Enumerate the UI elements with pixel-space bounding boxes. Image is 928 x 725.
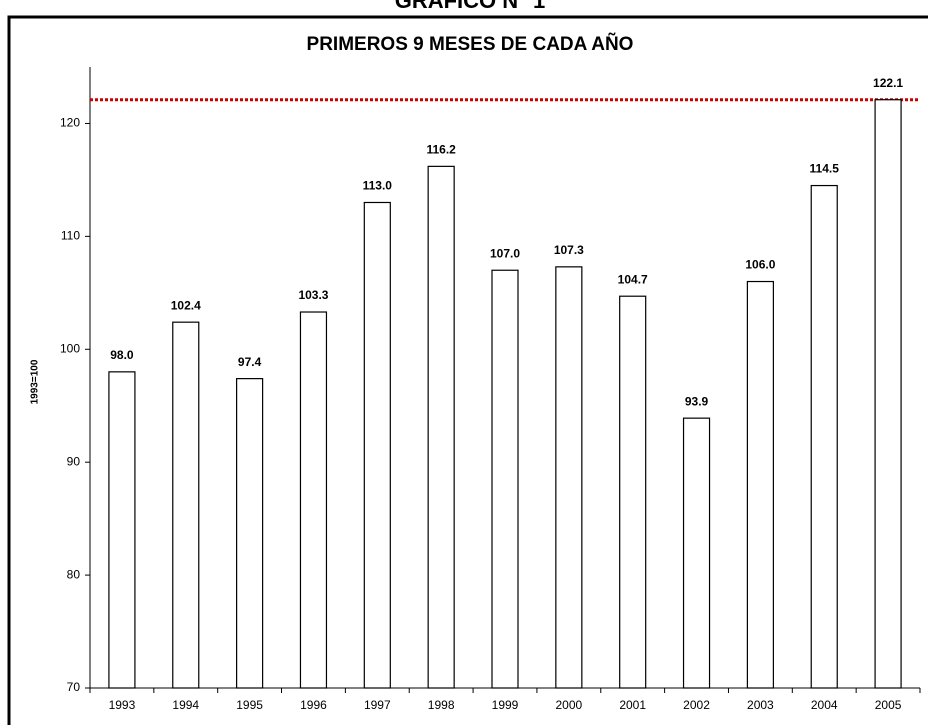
bar	[619, 295, 647, 689]
x-tick-label: 1994	[172, 698, 199, 712]
value-label: 102.4	[171, 298, 201, 312]
x-tick-label: 2005	[875, 698, 902, 712]
bar	[172, 321, 200, 689]
bar	[299, 311, 328, 689]
bar	[682, 417, 711, 689]
bar	[236, 378, 264, 689]
chart-header: GRAFICO N° 1	[395, 0, 546, 13]
y-tick-label: 90	[67, 454, 81, 468]
bar	[555, 266, 583, 689]
y-tick-label: 70	[67, 680, 81, 694]
x-tick-label: 1997	[364, 698, 391, 712]
value-label: 107.3	[554, 243, 584, 257]
x-tick-label: 1995	[236, 698, 263, 712]
value-label: 98.0	[110, 348, 134, 362]
y-tick-label: 80	[67, 567, 81, 581]
x-tick-label: 1998	[428, 698, 455, 712]
x-tick-label: 2001	[619, 698, 646, 712]
bar	[491, 269, 519, 689]
x-tick-label: 2000	[555, 698, 582, 712]
value-label: 103.3	[298, 288, 328, 302]
bar	[427, 165, 455, 689]
value-label: 104.7	[618, 272, 648, 286]
value-label: 106.0	[745, 258, 775, 272]
bar	[363, 201, 391, 689]
value-label: 122.1	[873, 76, 903, 90]
x-tick-label: 2004	[811, 698, 838, 712]
x-tick-label: 1999	[492, 698, 519, 712]
chart-title: PRIMEROS 9 MESES DE CADA AÑO	[307, 33, 634, 55]
value-label: 93.9	[685, 394, 709, 408]
value-label: 97.4	[238, 355, 262, 369]
y-tick-label: 100	[60, 341, 80, 355]
y-axis-label: 1993=100	[30, 359, 41, 404]
x-tick-label: 2003	[747, 698, 774, 712]
bar	[810, 184, 838, 689]
x-tick-label: 1993	[109, 698, 136, 712]
x-tick-label: 1996	[300, 698, 327, 712]
bar	[108, 371, 136, 689]
y-tick-label: 120	[60, 116, 80, 130]
value-label: 114.5	[810, 162, 840, 176]
value-label: 107.0	[490, 246, 520, 260]
y-tick-label: 110	[61, 229, 80, 243]
bar	[874, 99, 902, 689]
x-tick-label: 2002	[683, 698, 710, 712]
value-label: 116.2	[426, 143, 456, 157]
bar	[746, 280, 774, 689]
chart-border	[7, 15, 928, 725]
value-label: 113.0	[363, 179, 393, 193]
